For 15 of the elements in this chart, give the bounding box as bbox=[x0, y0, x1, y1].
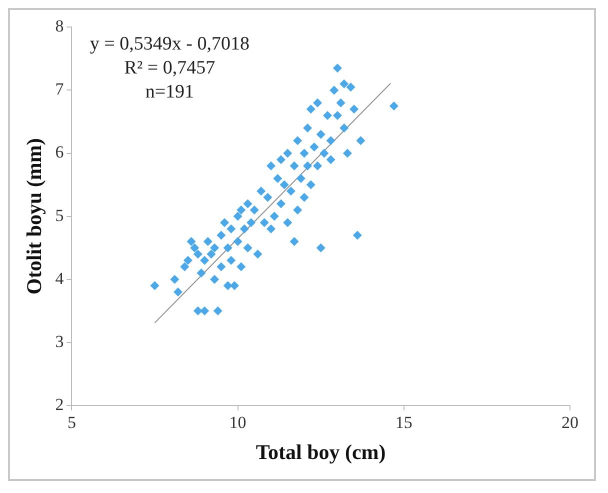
y-tick-label: 8 bbox=[55, 16, 64, 36]
x-tick-label: 10 bbox=[229, 413, 246, 432]
y-tick-label: 6 bbox=[55, 142, 64, 162]
y-tick-label: 7 bbox=[55, 80, 64, 99]
y-tick-label: 2 bbox=[55, 394, 64, 414]
y-tick-label: 3 bbox=[55, 332, 64, 351]
x-tick-label: 20 bbox=[562, 413, 578, 432]
annotation: y = 0,5349x - 0,7018 bbox=[90, 34, 250, 55]
y-axis-title: Otolit boyu (mm) bbox=[22, 138, 46, 294]
annotation: n=191 bbox=[145, 82, 194, 103]
x-axis-title: Total boy (cm) bbox=[256, 440, 386, 464]
annotation: R² = 0,7457 bbox=[124, 58, 216, 79]
y-tick-label: 5 bbox=[55, 206, 64, 225]
y-tick-label: 4 bbox=[55, 268, 64, 288]
x-tick-label: 15 bbox=[395, 413, 412, 432]
